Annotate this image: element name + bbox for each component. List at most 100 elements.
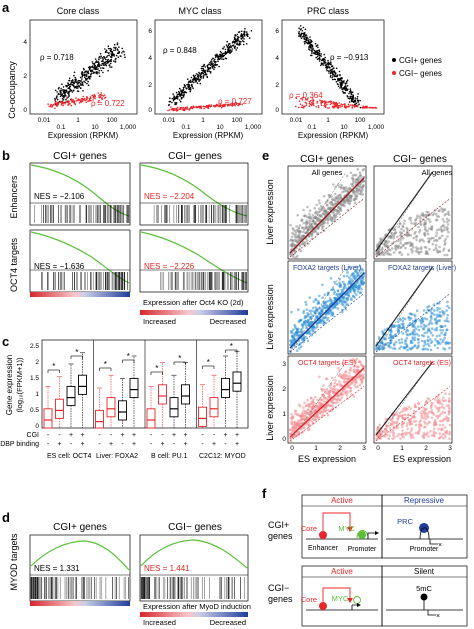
e-inset-foxa2-right: FOXA2 targets (Liver) [388,265,456,272]
c-sign-rows: ---++-++---++-++---++-++---++-++ [47,432,239,448]
svg-text:+: + [183,441,187,448]
core-xtick-0.1: 0.1 [56,124,65,131]
c-boxplots: * * * * * * * * [43,342,242,429]
core-xtick-1: 1 [76,117,80,124]
e-inset-oct4-right: OCT4 targets (ES) [393,360,451,367]
e-col-title-cgi-minus: CGI− genes [393,154,447,165]
b-increased: Increased [143,317,176,326]
panel-b: b CGI+ genes CGI− genes Enhancers OCT4 t… [2,148,249,326]
f-label-cgi-minus-2: genes [268,594,293,604]
c-group-liver: Liver: FOXA2 [96,453,138,460]
svg-text:-: - [47,441,50,448]
svg-text:+: + [57,441,61,448]
svg-text:-: - [70,441,73,448]
e-inset-all-right: All genes [422,168,453,177]
e-xtick-3a: 3 [362,445,366,452]
svg-text:-: - [201,432,204,439]
prc-ytick-4: 4 [275,55,279,62]
svg-text:+: + [160,441,164,448]
svg-text:+: + [120,432,124,439]
e-xtick-1a: 1 [314,445,318,452]
f-myc-dot-top [358,531,366,539]
myc-scatter [167,28,253,112]
panel-letter-f: f [262,486,267,501]
svg-text:-: - [201,441,204,448]
svg-text:*: * [178,354,181,363]
f-active-top: Active [331,496,353,505]
svg-text:*: * [155,364,158,373]
f-core-bottom: Core [301,595,317,604]
svg-text:*: * [104,360,107,369]
svg-text:*: * [230,342,233,351]
gsea-enh-cgi-plus: NES = −2.106 [29,162,131,226]
svg-text:-: - [173,441,176,448]
d-increased: Increased [143,618,176,627]
core-xtick-1000: 1,000 [120,124,137,131]
f-enhancer: Enhancer [308,545,339,552]
panel-a: a Co-occupancy Core class ρ = 0.718 ρ = … [2,0,442,140]
f-core-dot-top [319,531,327,539]
gsea-oct4-cgi-plus: NES = −1.636 [29,229,131,293]
myc-xlabel: Expression (RPKM) [173,131,244,140]
d-row-label: MYOD targets [9,533,19,591]
svg-text:-: - [98,432,101,439]
core-xtick-0.01: 0.01 [38,117,51,124]
svg-text:+: + [80,441,84,448]
f-repressive: Repressive [404,496,445,505]
svg-text:+: + [212,441,216,448]
panel-d: d CGI+ genes CGI− genes MYOD targets NES… [2,510,251,627]
d-col-title-cgi-plus: CGI+ genes [53,522,107,533]
c-ytick-1: 1 [35,391,39,398]
panel-letter-c: c [2,334,9,349]
f-5mc-dot [420,593,428,601]
e-xtick-1b: 1 [400,445,404,452]
svg-text:+: + [80,432,84,439]
e-scatter-grid [287,165,453,444]
e-ytick-1: 1 [282,411,286,418]
b-decreased: Decreased [210,317,246,326]
prc-ytick-0: 0 [275,107,279,114]
svg-text:-: - [121,441,124,448]
svg-text:+: + [109,441,113,448]
b-col-title-cgi-plus: CGI+ genes [53,151,107,162]
core-class-title: Core class [57,6,100,16]
e-xtick-0b: 0 [376,445,380,452]
core-plot-frame [29,19,138,115]
e-inset-oct4-left: OCT4 targets (ES) [298,360,356,367]
c-row-dbp: DBP binding [0,441,39,448]
e-ytick-0: 0 [282,436,286,443]
prc-rho-black: ρ = −0.913 [330,53,369,62]
f-box-repressive-top [381,494,468,559]
svg-text:-: - [47,432,50,439]
prc-xtick-100: 100 [355,117,366,124]
d-gradient-right [140,612,248,617]
legend-cgi-minus: CGI− genes [399,69,442,78]
f-silent: Silent [414,567,435,576]
panel-letter-b: b [2,148,10,163]
f-core-dot-bottom [319,602,327,610]
f-label-cgi-plus-2: genes [268,531,293,541]
myc-ytick-0: 0 [148,107,152,114]
f-promoter-top: Promoter [348,546,377,553]
gsea-myod-cgi-plus: NES = 1.331 [29,534,131,602]
myc-plot-frame [154,19,263,115]
prc-scatter [295,25,378,109]
prc-xtick-0.01: 0.01 [290,117,303,124]
c-group-bcell: B cell: PU.1 [151,453,188,460]
f-myc-dot-bottom [353,596,361,604]
myc-xtick-100: 100 [232,117,243,124]
f-box-silent [381,565,468,627]
myc-ytick-2: 2 [148,82,152,89]
f-5mc: 5mC [416,584,432,593]
c-ytick-0: 0 [35,423,39,430]
f-promoter-rep: Promoter [410,546,439,553]
core-scatter [47,42,126,110]
gsea-oct4-cgi-minus: NES = −2.226 [139,229,249,293]
b-col-title-cgi-minus: CGI− genes [168,151,222,162]
e-xtick-0a: 0 [290,445,294,452]
prc-xtick-1: 1 [326,117,330,124]
c-ylabel-1: Gene expression [5,355,14,415]
svg-text:-: - [150,441,153,448]
core-rho-red: ρ = 0.722 [91,99,125,108]
e-xtick-3b: 3 [448,445,452,452]
